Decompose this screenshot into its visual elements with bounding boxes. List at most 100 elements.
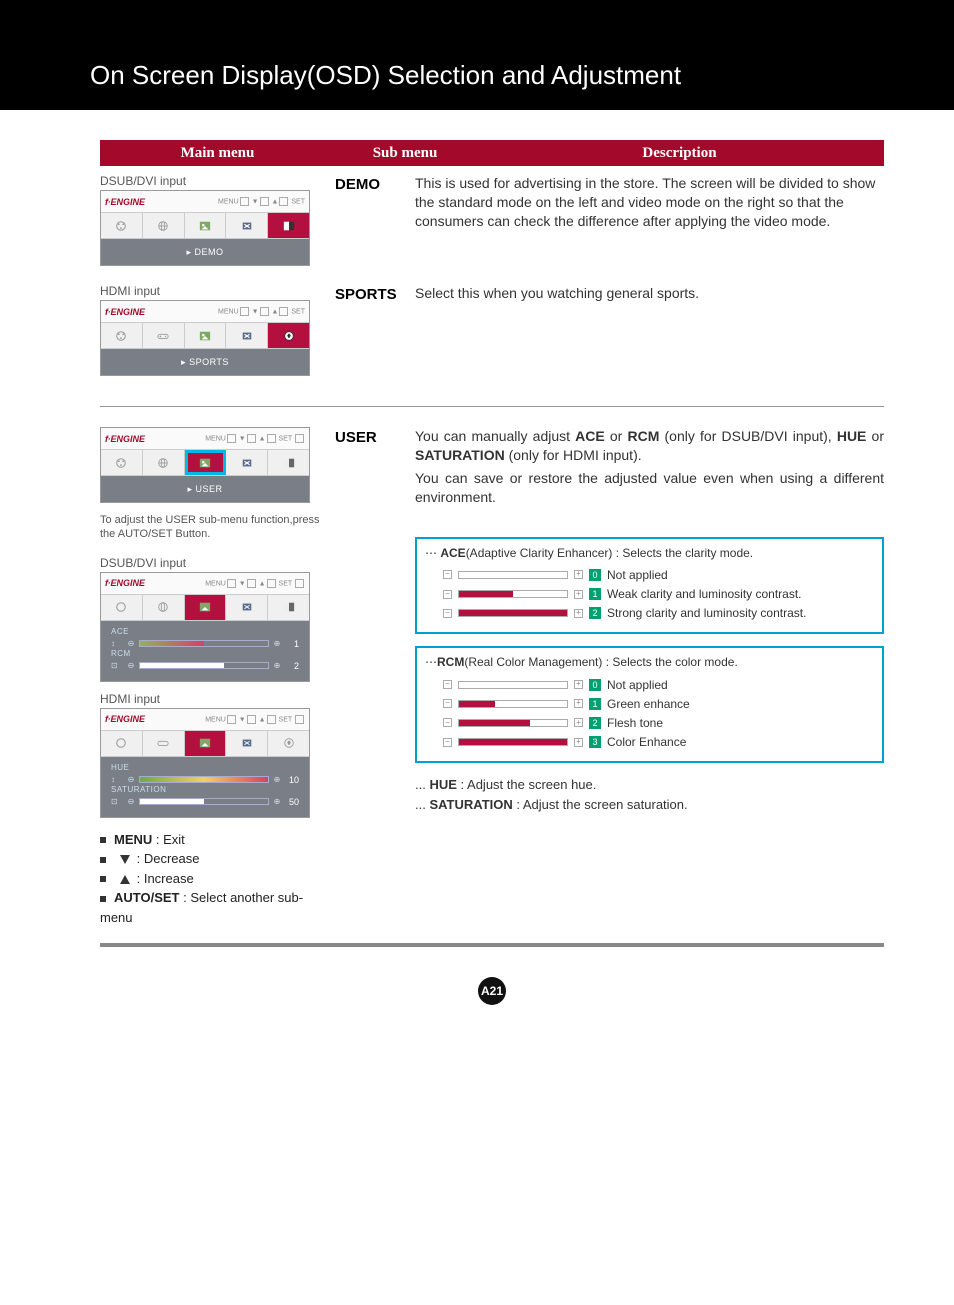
level-slider: [458, 700, 568, 708]
slider-val-rcm: 2: [285, 661, 299, 671]
row-demo: DSUB/DVI input f∙ENGINE MENU ▼ ▲ SET ▸ D…: [100, 174, 884, 276]
tab-demo-icon: [268, 213, 309, 238]
tab-normal-icon: [226, 213, 268, 238]
ace-box: ⋯ ACE(Adaptive Clarity Enhancer) : Selec…: [415, 537, 884, 635]
slider-val-sat: 50: [285, 797, 299, 807]
level-slider: [458, 590, 568, 598]
header-sub-menu: Sub menu: [335, 145, 475, 162]
tab-game-icon: [143, 323, 185, 348]
desc-sports: Select this when you watching general sp…: [415, 284, 884, 386]
osd-tabs: [101, 450, 309, 476]
osd-panel-sports: f∙ENGINE MENU ▼ ▲ SET ▸ SPORTS: [100, 300, 310, 376]
mode-level-row: − +0 Not applied: [443, 677, 874, 693]
tab-demo-icon: [268, 450, 309, 475]
level-text: Strong clarity and luminosity contrast.: [607, 605, 806, 621]
tab-internet-icon: [143, 213, 185, 238]
mode-level-row: −+1Weak clarity and luminosity contrast.: [443, 586, 874, 602]
level-slider: [458, 681, 568, 689]
minus-icon: −: [443, 680, 452, 689]
legend: MENU : Exit : Decrease : Increase AUTO/S…: [100, 830, 335, 928]
plus-icon: +: [574, 738, 583, 747]
tab-normal-icon: [226, 450, 268, 475]
level-text: Flesh tone: [607, 715, 663, 731]
tab-normal-icon: [226, 595, 268, 620]
tab-demo-icon: [268, 595, 309, 620]
rcm-box: ⋯RCM(Real Color Management) : Selects th…: [415, 646, 884, 763]
slider-label-sat: SATURATION: [111, 785, 299, 794]
label-dsub: DSUB/DVI input: [100, 174, 335, 188]
down-triangle-icon: [120, 855, 130, 864]
plus-icon: +: [574, 570, 583, 579]
osd-panel-user-sel: f∙ENGINE MENU ▼ ▲ SET ▸ USER: [100, 427, 310, 503]
level-slider: [458, 609, 568, 617]
mode-level-row: − +2 Flesh tone: [443, 715, 874, 731]
hue-sat-notes: ... HUE : Adjust the screen hue. ... SAT…: [415, 775, 884, 814]
osd-tabs: [101, 323, 309, 349]
minus-icon: −: [443, 609, 452, 618]
slider-val-ace: 1: [285, 639, 299, 649]
osd-controls-hint: MENU ▼ ▲ SET: [205, 579, 305, 588]
level-text: Color Enhance: [607, 734, 686, 750]
plus-icon: +: [574, 699, 583, 708]
page-title: On Screen Display(OSD) Selection and Adj…: [90, 60, 954, 91]
tab-user-icon: [185, 323, 227, 348]
osd-tabs: [101, 213, 309, 239]
level-text: Not applied: [607, 677, 668, 693]
level-number: 2: [589, 607, 601, 619]
level-number: 3: [589, 736, 601, 748]
tab-user-icon: [185, 731, 227, 756]
minus-icon: −: [443, 590, 452, 599]
mode-level-row: − +2 Strong clarity and luminosity contras…: [443, 605, 874, 621]
minus-icon: −: [443, 718, 452, 727]
label-dsub-2: DSUB/DVI input: [100, 556, 335, 570]
header-main-menu: Main menu: [100, 145, 335, 162]
plus-icon: +: [574, 609, 583, 618]
osd-controls-hint: MENU ▼ ▲ SET: [218, 307, 305, 316]
osd-sliders-dsub: ACE ↕ ⊖ ⊕ 1 RCM ⊡ ⊖ ⊕ 2: [101, 621, 309, 681]
level-number: 0: [589, 569, 601, 581]
mode-level-row: − +3 Color Enhance: [443, 734, 874, 750]
minus-icon: −: [443, 738, 452, 747]
level-text: Weak clarity and luminosity contrast.: [607, 586, 802, 602]
desc-demo: This is used for advertising in the stor…: [415, 174, 884, 276]
sub-demo: DEMO: [335, 174, 415, 276]
osd-panel-user-dsub: f∙ENGINE MENU ▼ ▲ SET ACE ↕ ⊖: [100, 572, 310, 682]
osd-controls-hint: MENU ▼ ▲ SET: [205, 434, 305, 443]
level-number: 2: [589, 717, 601, 729]
page-body: Main menu Sub menu Description DSUB/DVI …: [0, 110, 954, 1045]
label-hdmi: HDMI input: [100, 284, 335, 298]
level-slider: [458, 571, 568, 579]
row-sports: HDMI input f∙ENGINE MENU ▼ ▲ SET ▸ SPORT…: [100, 284, 884, 386]
tab-movie-icon: [101, 450, 143, 475]
level-slider: [458, 719, 568, 727]
osd-footer-demo: ▸ DEMO: [101, 239, 309, 265]
tab-sports-icon: [268, 731, 309, 756]
label-hdmi-2: HDMI input: [100, 692, 335, 706]
title-band: On Screen Display(OSD) Selection and Adj…: [0, 0, 954, 110]
tab-normal-icon: [226, 323, 268, 348]
header-description: Description: [475, 145, 884, 162]
footer-rule: [100, 943, 884, 947]
up-triangle-icon: [120, 875, 130, 884]
osd-panel-user-hdmi: f∙ENGINE MENU ▼ ▲ SET HUE ↕ ⊖: [100, 708, 310, 818]
page-number: A21: [100, 977, 884, 1005]
row-user: f∙ENGINE MENU ▼ ▲ SET ▸ USER To adjust t…: [100, 427, 884, 927]
level-number: 0: [589, 679, 601, 691]
plus-icon: +: [574, 680, 583, 689]
plus-icon: +: [574, 590, 583, 599]
user-note: To adjust the USER sub-menu function,pre…: [100, 513, 335, 542]
osd-sliders-hdmi: HUE ↕ ⊖ ⊕ 10 SATURATION ⊡ ⊖ ⊕ 50: [101, 757, 309, 817]
tab-movie-icon: [101, 731, 143, 756]
tab-game-icon: [143, 731, 185, 756]
tab-user-icon: [185, 595, 227, 620]
osd-panel-demo: f∙ENGINE MENU ▼ ▲ SET ▸ DEMO: [100, 190, 310, 266]
tab-internet-icon: [143, 450, 185, 475]
engine-logo: f∙ENGINE: [105, 197, 145, 207]
osd-tabs: [101, 595, 309, 621]
slider-label-rcm: RCM: [111, 649, 299, 658]
tab-movie-icon: [101, 213, 143, 238]
plus-icon: +: [574, 718, 583, 727]
mode-level-row: −+0Not applied: [443, 567, 874, 583]
osd-tabs: [101, 731, 309, 757]
tab-movie-icon: [101, 595, 143, 620]
